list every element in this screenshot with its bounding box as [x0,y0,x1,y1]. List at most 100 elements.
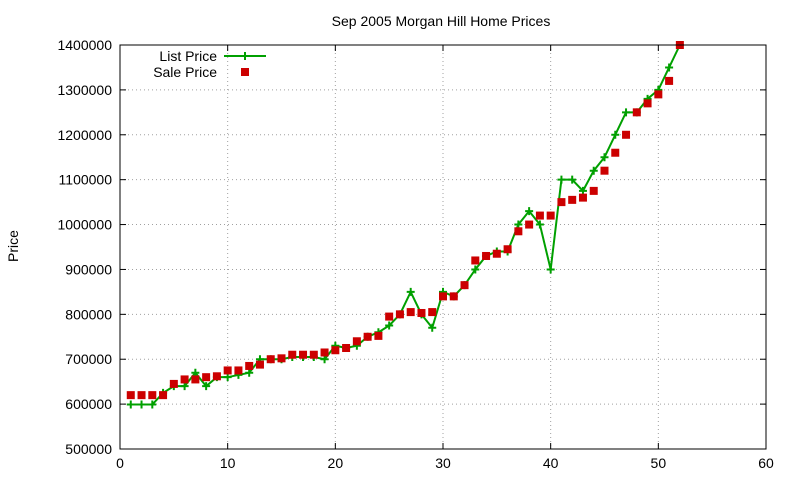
data-point-list-price [557,175,566,184]
data-point-list-price [126,400,135,409]
data-point-list-price [385,321,394,330]
data-point-sale-price [342,344,351,352]
data-point-sale-price [374,331,383,340]
data-point-sale-price [514,227,523,236]
data-point-list-price [665,63,674,72]
x-tick-label: 60 [758,455,774,471]
y-tick-label: 1400000 [57,37,112,53]
data-point-sale-price [320,348,329,357]
data-point-sale-price [223,366,232,375]
data-point-sale-price [578,193,587,202]
data-point-sale-price [600,166,609,175]
data-point-list-price [535,220,544,229]
legend-plus-list-price [241,52,249,60]
data-point-sale-price [234,366,243,375]
data-point-sale-price [352,337,361,346]
data-point-sale-price [169,379,178,388]
data-point-sale-price [589,186,598,195]
data-point-sale-price [277,354,286,363]
x-tick-label: 50 [651,455,667,471]
y-tick-label: 1200000 [57,127,112,143]
data-point-sale-price [126,391,135,400]
data-point-sale-price [299,350,308,359]
data-point-list-price [622,108,631,117]
data-point-sale-price [417,308,426,317]
data-point-list-price [180,382,189,391]
data-point-list-price [611,130,620,139]
data-point-sale-price [245,361,254,370]
x-tick-label: 30 [435,455,451,471]
data-point-sale-price [535,211,544,220]
y-tick-label: 1000000 [57,217,112,233]
data-point-list-price [568,175,577,184]
y-tick-label: 500000 [65,441,112,457]
data-point-sale-price [611,148,620,157]
data-point-sale-price [492,249,501,258]
data-point-sale-price [654,90,663,99]
data-point-sale-price [471,256,480,265]
data-point-sale-price [159,391,168,400]
data-point-list-price [525,207,534,216]
y-tick-label: 1100000 [59,172,113,188]
legend-label-sale-price: Sale Price [153,64,217,80]
data-point-sale-price [385,312,394,321]
x-tick-label: 20 [328,455,344,471]
grid [120,45,766,449]
x-tick-label: 10 [220,455,236,471]
data-point-sale-price [406,308,415,317]
data-point-sale-price [546,211,555,220]
legend-marker-sale-price [241,68,249,76]
data-point-sale-price [482,251,491,260]
data-point-sale-price [395,310,404,319]
data-point-sale-price [428,308,437,317]
data-point-sale-price [363,332,372,341]
series-layer [126,41,684,409]
axis-ticks: 0 10 20 30 40 50 60 500000 600000 700000 800000 900… [57,37,774,471]
data-point-list-price [406,287,415,296]
data-point-list-price [600,153,609,162]
data-point-list-price [245,368,254,377]
data-point-list-price [223,373,232,382]
data-point-sale-price [439,292,447,301]
data-point-list-price [589,166,598,175]
data-point-sale-price [180,375,189,384]
data-point-list-price [546,265,555,274]
series-sale-price [126,41,684,400]
chart-title: Sep 2005 Morgan Hill Home Prices [332,13,551,29]
data-point-sale-price [665,76,674,85]
data-point-list-price [148,400,157,409]
data-point-sale-price [557,198,566,207]
legend-label-list-price: List Price [159,48,217,64]
data-point-list-price [137,400,146,409]
series-line-list-price [130,44,681,406]
data-point-sale-price [460,281,469,290]
legend: List Price Sale Price [153,48,266,80]
data-point-sale-price [266,355,275,364]
data-point-sale-price [148,391,157,400]
y-axis-label: Price [5,230,21,262]
y-tick-label: 800000 [65,306,112,322]
y-tick-label: 900000 [65,261,112,277]
data-point-list-price [428,323,437,332]
data-point-sale-price [202,373,211,382]
data-point-sale-price [309,350,318,359]
data-point-sale-price [632,108,641,117]
y-tick-label: 1300000 [57,82,112,98]
y-tick-label: 600000 [65,396,112,412]
data-point-list-price [514,220,523,229]
data-point-list-price [578,186,587,195]
data-point-sale-price [212,372,221,381]
data-point-list-price [471,265,480,274]
data-point-sale-price [331,346,340,355]
data-point-sale-price [137,391,146,400]
x-tick-label: 40 [543,455,559,471]
data-point-sale-price [449,292,458,301]
data-point-sale-price [568,195,577,204]
data-point-list-price [202,382,211,391]
data-point-sale-price [643,99,652,108]
y-tick-label: 700000 [65,351,112,367]
data-point-sale-price [503,245,512,254]
data-point-sale-price [622,130,631,139]
data-point-sale-price [255,360,264,369]
